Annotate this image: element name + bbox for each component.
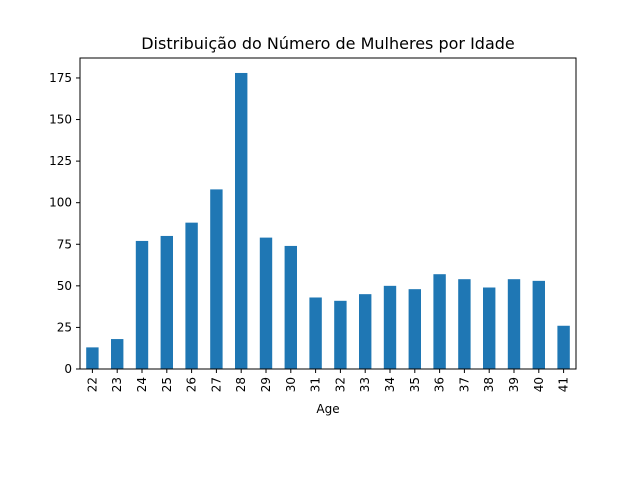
bar-25 bbox=[160, 235, 173, 369]
bar-38 bbox=[483, 287, 496, 369]
bar-28 bbox=[235, 72, 248, 369]
x-tick-label: 36 bbox=[433, 377, 447, 392]
plot-frame bbox=[79, 57, 577, 370]
x-tick-label: 32 bbox=[333, 377, 347, 392]
bar-32 bbox=[334, 300, 347, 369]
bar-26 bbox=[185, 222, 198, 369]
y-tick-label: 125 bbox=[49, 154, 72, 168]
bar-22 bbox=[86, 347, 99, 369]
x-tick-label: 38 bbox=[482, 377, 496, 392]
x-tick-label: 35 bbox=[408, 377, 422, 392]
y-tick-label: 175 bbox=[49, 71, 72, 85]
bar-27 bbox=[210, 189, 223, 369]
bar-29 bbox=[259, 237, 273, 369]
bar-30 bbox=[284, 245, 297, 369]
x-tick-label: 29 bbox=[259, 377, 273, 392]
y-axis: 0 25 50 75 100 125 150 175 bbox=[49, 71, 80, 376]
y-tick-label: 50 bbox=[57, 279, 72, 293]
bar-37 bbox=[458, 279, 471, 369]
x-tick-label: 39 bbox=[507, 377, 521, 392]
x-tick-label: 31 bbox=[309, 377, 323, 392]
bar-33 bbox=[359, 294, 372, 369]
bar-35 bbox=[408, 289, 421, 369]
x-tick-label: 30 bbox=[284, 377, 298, 392]
x-tick-label: 33 bbox=[358, 377, 372, 392]
bar-34 bbox=[383, 285, 397, 369]
x-tick-label: 41 bbox=[557, 377, 571, 392]
bars-group bbox=[86, 72, 570, 369]
x-tick-label: 22 bbox=[85, 377, 99, 392]
y-tick-label: 150 bbox=[49, 113, 72, 127]
bar-41 bbox=[557, 325, 570, 369]
bar-40 bbox=[532, 280, 545, 369]
x-tick-label: 40 bbox=[532, 377, 546, 392]
x-tick-label: 28 bbox=[234, 377, 248, 392]
y-tick-label: 100 bbox=[49, 196, 72, 210]
x-tick-label: 27 bbox=[209, 377, 223, 392]
x-tick-label: 26 bbox=[185, 377, 199, 392]
y-tick-label: 75 bbox=[57, 237, 72, 251]
x-tick-label: 25 bbox=[160, 377, 174, 392]
y-tick-label: 0 bbox=[64, 362, 72, 376]
x-axis-label: Age bbox=[316, 402, 339, 416]
x-tick-label: 24 bbox=[135, 377, 149, 392]
x-tick-label: 37 bbox=[457, 377, 471, 392]
x-tick-label: 34 bbox=[383, 377, 397, 392]
bar-31 bbox=[309, 297, 322, 369]
bar-36 bbox=[433, 274, 446, 369]
y-tick-label: 25 bbox=[57, 320, 72, 334]
bar-39 bbox=[507, 279, 521, 369]
x-axis: 22 23 24 25 26 27 28 29 30 31 32 33 34 35 36 37 38 39 40 41 bbox=[85, 369, 571, 392]
bar-24 bbox=[135, 240, 149, 369]
x-tick-label: 23 bbox=[110, 377, 124, 392]
chart-title: Distribuição do Número de Mulheres por I… bbox=[141, 34, 515, 53]
bar-23 bbox=[111, 339, 124, 369]
